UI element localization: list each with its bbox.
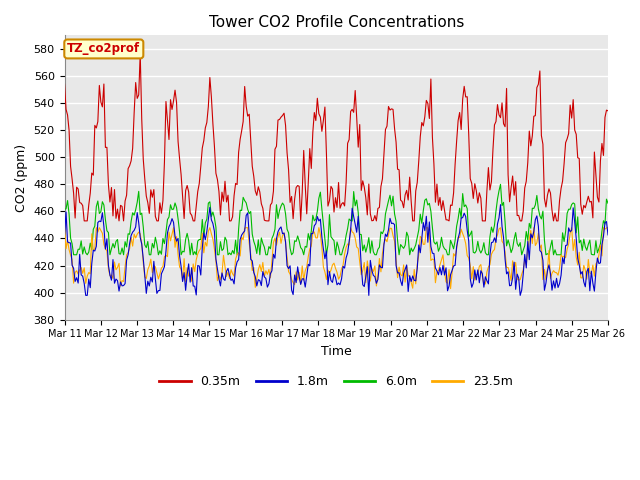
Y-axis label: CO2 (ppm): CO2 (ppm) [15, 144, 28, 212]
Text: TZ_co2prof: TZ_co2prof [67, 42, 140, 56]
X-axis label: Time: Time [321, 345, 351, 358]
Title: Tower CO2 Profile Concentrations: Tower CO2 Profile Concentrations [209, 15, 464, 30]
Legend: 0.35m, 1.8m, 6.0m, 23.5m: 0.35m, 1.8m, 6.0m, 23.5m [154, 370, 518, 393]
